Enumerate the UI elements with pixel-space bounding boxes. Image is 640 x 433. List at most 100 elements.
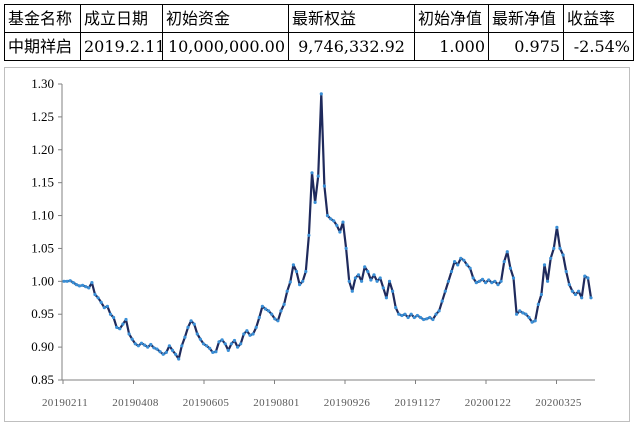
- data-point: [580, 296, 584, 300]
- data-point: [555, 225, 559, 229]
- cell-fund-name: 中期祥启: [4, 32, 81, 61]
- data-point: [366, 269, 370, 274]
- data-point: [62, 279, 66, 283]
- data-point: [149, 342, 153, 347]
- data-point: [332, 219, 336, 223]
- data-point: [189, 319, 193, 323]
- data-point: [214, 350, 218, 354]
- data-point: [341, 220, 345, 224]
- data-point: [480, 277, 485, 281]
- data-point: [573, 292, 578, 297]
- data-point: [400, 313, 404, 318]
- data-point: [384, 296, 388, 300]
- data-point: [195, 332, 199, 336]
- data-point: [251, 332, 255, 336]
- data-point: [567, 283, 571, 287]
- y-tick-label: 0.95: [31, 306, 54, 321]
- data-point: [511, 276, 516, 280]
- data-point: [508, 266, 512, 270]
- data-point: [521, 311, 525, 315]
- cell-return-rate: -2.54%: [563, 32, 634, 61]
- cell-initial-nav: 1.000: [414, 32, 489, 61]
- data-point: [431, 317, 435, 322]
- data-point: [515, 312, 519, 316]
- data-point: [282, 302, 286, 306]
- data-point: [133, 342, 137, 346]
- data-point: [397, 312, 401, 316]
- data-point: [387, 279, 392, 283]
- data-point: [201, 342, 206, 346]
- data-point: [115, 325, 119, 329]
- data-point: [161, 352, 165, 356]
- data-point: [229, 342, 233, 346]
- data-point: [276, 319, 280, 323]
- data-point: [406, 315, 410, 320]
- data-point: [440, 299, 444, 303]
- data-point: [139, 341, 144, 345]
- data-point: [236, 345, 240, 349]
- cell-inception-date: 2019.2.11: [80, 32, 163, 61]
- table-header-row: 基金名称 成立日期 初始资金 最新权益 初始净值 最新净值 收益率: [4, 4, 634, 33]
- data-point: [232, 338, 237, 343]
- data-point: [533, 319, 537, 323]
- data-point: [87, 286, 91, 290]
- data-point: [90, 281, 94, 285]
- data-point: [505, 250, 509, 254]
- data-point: [77, 284, 82, 288]
- header-inception-date: 成立日期: [80, 4, 163, 33]
- data-point: [279, 309, 283, 313]
- data-point: [291, 263, 295, 267]
- data-point: [102, 306, 106, 310]
- cell-latest-equity: 9,746,332.92: [288, 32, 415, 61]
- data-point: [180, 344, 184, 348]
- data-point: [437, 309, 441, 313]
- data-point: [415, 313, 419, 318]
- data-point: [443, 289, 447, 293]
- data-point: [170, 348, 175, 352]
- data-point: [84, 285, 88, 289]
- data-point: [375, 279, 379, 283]
- x-tick-label: 20191127: [395, 397, 441, 409]
- data-point: [183, 335, 187, 339]
- data-point: [270, 312, 274, 316]
- data-point: [254, 325, 258, 329]
- data-point: [121, 322, 125, 326]
- data-point: [186, 325, 190, 329]
- data-point: [347, 279, 351, 283]
- data-point: [307, 233, 311, 237]
- data-point: [586, 276, 590, 280]
- data-point: [211, 350, 215, 354]
- chart-frame: [4, 67, 630, 422]
- data-point: [130, 337, 134, 341]
- x-tick-label: 20190605: [183, 397, 230, 409]
- data-point: [313, 200, 317, 204]
- data-point: [124, 317, 128, 322]
- data-point: [403, 312, 407, 316]
- data-point: [446, 279, 450, 283]
- data-point: [96, 296, 100, 300]
- data-point: [363, 265, 367, 269]
- data-point: [456, 263, 460, 267]
- data-point: [350, 289, 354, 293]
- data-point: [99, 300, 103, 304]
- header-return-rate: 收益率: [563, 4, 634, 33]
- data-point: [502, 260, 506, 264]
- data-point: [360, 279, 364, 283]
- data-point: [418, 315, 423, 320]
- data-point: [105, 304, 109, 308]
- data-point: [93, 292, 97, 297]
- data-point: [248, 333, 252, 337]
- data-point: [298, 283, 302, 287]
- y-tick-label: 0.85: [31, 372, 54, 387]
- data-point: [499, 279, 503, 283]
- data-point: [152, 346, 156, 350]
- data-point: [496, 283, 500, 287]
- data-point: [564, 269, 568, 274]
- data-point: [325, 214, 330, 218]
- data-point: [558, 246, 562, 250]
- data-point: [155, 347, 159, 351]
- data-point: [381, 286, 385, 290]
- data-point: [372, 273, 376, 277]
- data-point: [71, 281, 75, 285]
- data-point: [434, 312, 438, 316]
